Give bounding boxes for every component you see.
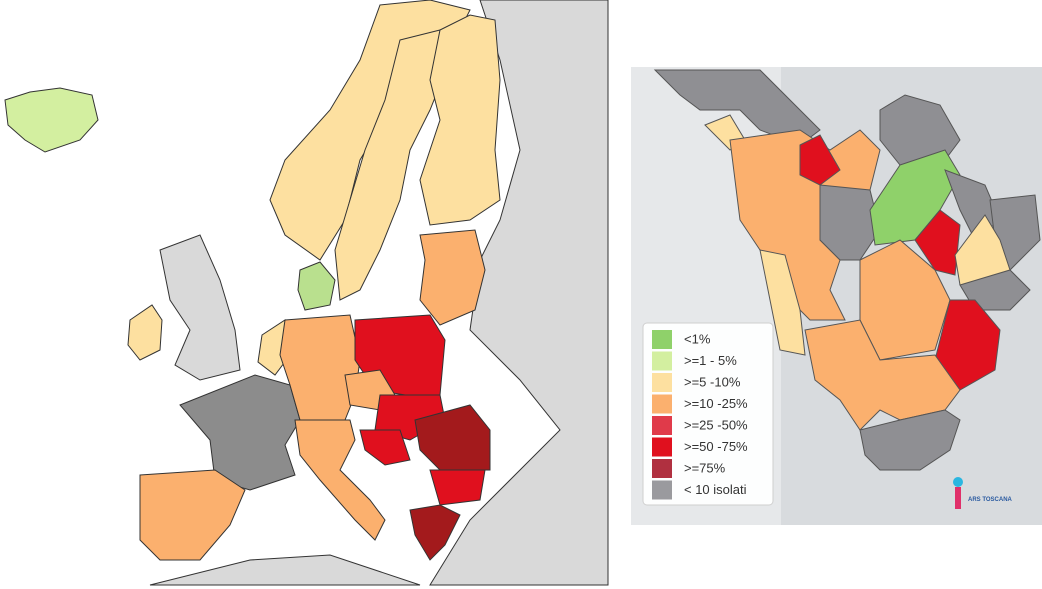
logo: ARS TOSCANA (953, 477, 1013, 509)
legend-swatch (652, 437, 672, 457)
legend-label: >=50 -75% (684, 439, 748, 454)
district (799, 134, 841, 186)
legend-swatch (652, 373, 672, 392)
legend-swatch (652, 351, 672, 371)
tuscany-map: <1% >=1 - 5% >=5 -10% >=10 -25% >=25 -50% >=5… (631, 67, 1042, 525)
romania (414, 404, 491, 471)
iceland (4, 87, 99, 153)
legend-swatch (652, 459, 672, 478)
districts (653, 69, 1041, 471)
legend-label: >=5 -10% (684, 374, 741, 389)
croatia (359, 429, 411, 466)
district (879, 94, 961, 166)
baltics (419, 229, 486, 326)
district (759, 249, 806, 356)
finland (419, 14, 501, 226)
north-africa (149, 554, 421, 586)
uk (159, 234, 241, 381)
denmark (297, 261, 336, 311)
legend-label: >=25 -50% (684, 417, 748, 432)
legend-label: >=1 - 5% (684, 353, 737, 368)
legend-label: <1% (684, 331, 711, 346)
district (859, 409, 961, 471)
bulgaria (429, 469, 486, 506)
legend: <1% >=1 - 5% >=5 -10% >=10 -25% >=25 -50% >=5… (642, 322, 774, 506)
italy (294, 419, 386, 541)
france (179, 374, 301, 491)
countries (4, 0, 609, 586)
europe-map (4, 0, 609, 586)
legend-swatch (652, 416, 672, 435)
logo-icon (953, 477, 963, 487)
spain (139, 469, 246, 561)
legend-label: >=75% (684, 460, 726, 475)
district (914, 209, 961, 276)
logo-icon (955, 487, 961, 509)
legend-label: >=10 -25% (684, 396, 748, 411)
legend-swatch (652, 480, 672, 500)
legend-box (642, 322, 774, 506)
east-land (429, 0, 609, 586)
greece (409, 504, 461, 561)
legend-swatch (652, 330, 672, 349)
legend-swatch (652, 394, 672, 414)
legend-label: < 10 isolati (684, 482, 747, 497)
ireland (127, 304, 163, 361)
logo-text: ARS TOSCANA (968, 497, 1013, 503)
